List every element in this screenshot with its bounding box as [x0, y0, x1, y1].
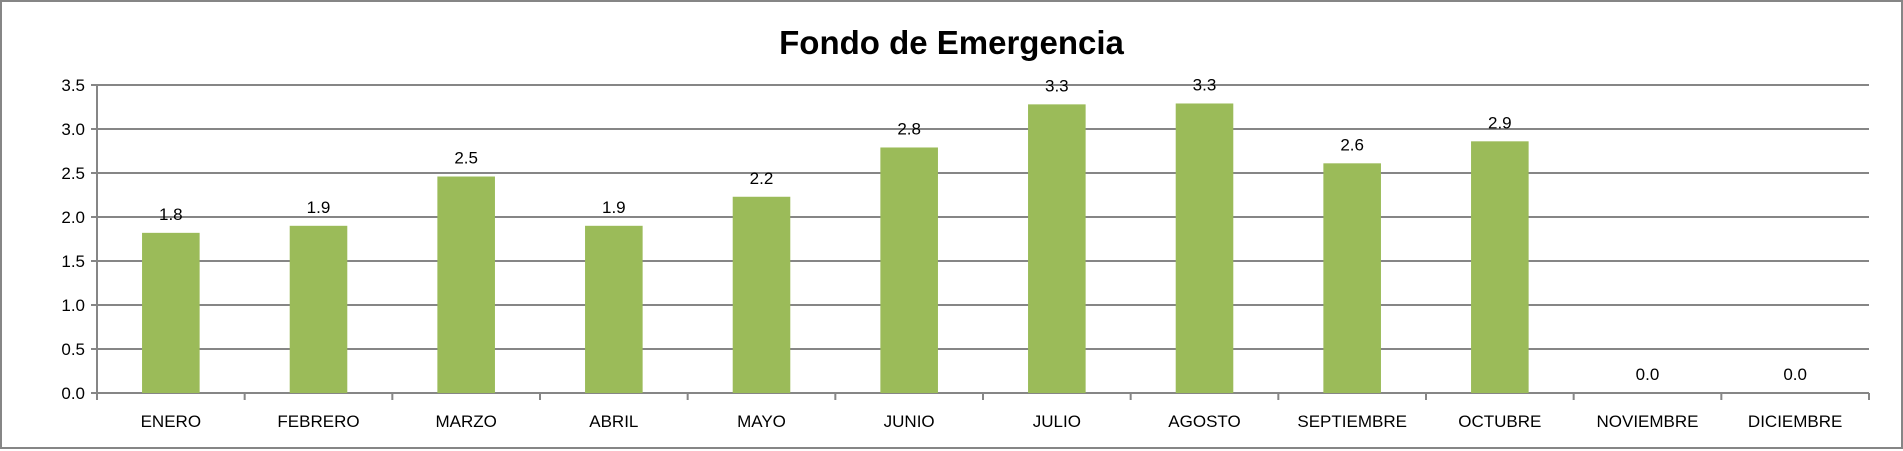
x-tick-label: NOVIEMBRE [1596, 412, 1698, 431]
data-label: 2.5 [454, 149, 478, 168]
y-tick-label: 1.5 [61, 252, 85, 271]
bar-febrero [289, 225, 348, 393]
x-tick-label: MARZO [435, 412, 496, 431]
data-label: 2.6 [1340, 135, 1364, 154]
x-tick-label: OCTUBRE [1458, 412, 1541, 431]
x-tick-label: ABRIL [589, 412, 638, 431]
y-tick-label: 2.0 [61, 208, 85, 227]
bar-julio [1028, 104, 1086, 394]
y-tick-label: 3.0 [61, 120, 85, 139]
x-tick-label: JULIO [1033, 412, 1081, 431]
bar-septiembre [1323, 163, 1381, 393]
data-label: 3.3 [1045, 76, 1069, 95]
x-tick-label: FEBRERO [277, 412, 359, 431]
y-tick-label: 0.5 [61, 340, 85, 359]
chart-title: Fondo de Emergencia [779, 24, 1124, 61]
bar-marzo [437, 176, 495, 393]
y-tick-label: 3.5 [61, 76, 85, 95]
data-label: 0.0 [1636, 365, 1660, 384]
data-label: 1.9 [307, 198, 331, 217]
data-label: 2.9 [1488, 113, 1512, 132]
bar-mayo [732, 196, 791, 393]
y-tick-label: 2.5 [61, 164, 85, 183]
data-label: 0.0 [1783, 365, 1807, 384]
bar-enero [142, 232, 200, 393]
bar-junio [880, 147, 938, 393]
bar-octubre [1471, 141, 1529, 393]
data-label: 3.3 [1193, 75, 1217, 94]
x-tick-label: ENERO [141, 412, 201, 431]
data-label: 1.8 [159, 205, 183, 224]
x-tick-label: DICIEMBRE [1748, 412, 1842, 431]
y-tick-label: 1.0 [61, 296, 85, 315]
data-label: 1.9 [602, 198, 626, 217]
y-tick-label: 0.0 [61, 384, 85, 403]
bar-agosto [1175, 103, 1234, 393]
x-tick-label: AGOSTO [1168, 412, 1240, 431]
x-tick-label: SEPTIEMBRE [1297, 412, 1407, 431]
data-label: 2.8 [897, 119, 921, 138]
x-tick-label: MAYO [737, 412, 786, 431]
bar-abril [585, 225, 643, 393]
x-tick-label: JUNIO [884, 412, 935, 431]
data-label: 2.2 [750, 169, 774, 188]
